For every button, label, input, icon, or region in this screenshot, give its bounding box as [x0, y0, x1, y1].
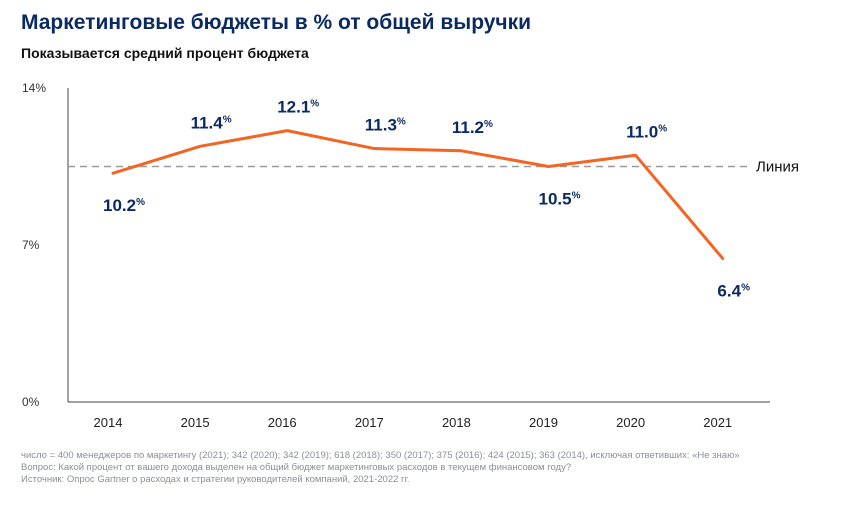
x-tick-label: 2019 — [529, 415, 558, 430]
data-label: 12.1% — [277, 98, 319, 117]
footnote-source: Источник: Опрос Gartner о расходах и стр… — [21, 474, 410, 485]
reference-line-label: Линия — [756, 159, 799, 176]
y-tick-label: 0% — [22, 395, 40, 409]
x-tick-label: 2015 — [181, 415, 210, 430]
chart-title: Маркетинговые бюджеты в % от общей выруч… — [21, 11, 532, 34]
x-tick-label: 2021 — [703, 415, 732, 430]
footnote-question: Вопрос: Какой процент от вашего дохода в… — [21, 462, 572, 473]
data-label: 6.4% — [717, 281, 750, 300]
x-tick-label: 2020 — [616, 415, 645, 430]
x-tick-label: 2014 — [94, 415, 123, 430]
x-tick-label: 2017 — [355, 415, 384, 430]
data-label: 10.2% — [103, 196, 145, 215]
data-label: 11.2% — [452, 118, 493, 137]
footnote-sample: число = 400 менеджеров по маркетингу (20… — [21, 450, 740, 461]
series-line — [111, 129, 725, 260]
y-tick-label: 14% — [22, 81, 46, 95]
footnotes: число = 400 менеджеров по маркетингу (20… — [21, 450, 739, 486]
x-tick-label: 2018 — [442, 415, 471, 430]
line-chart: 0% 7% 14% 2014 2015 2016 2017 2018 2019 2020 2021… — [22, 81, 799, 430]
data-label: 11.0% — [626, 122, 667, 141]
data-label: 11.3% — [365, 116, 406, 135]
chart-subtitle: Показывается средний процент бюджета — [21, 45, 309, 61]
data-label: 10.5% — [539, 190, 581, 209]
data-label: 11.4% — [191, 113, 232, 132]
x-tick-label: 2016 — [268, 415, 297, 430]
y-tick-label: 7% — [22, 238, 40, 252]
